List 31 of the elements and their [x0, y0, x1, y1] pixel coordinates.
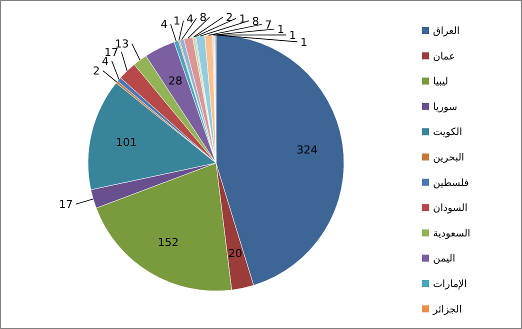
data-label: 8	[200, 11, 207, 24]
legend-label: الكويت	[433, 127, 462, 138]
data-label: 1	[300, 36, 308, 49]
data-label: 101	[116, 136, 137, 149]
legend-label: الجزائر	[432, 304, 462, 316]
data-label: 4	[102, 54, 109, 68]
data-label: 152	[158, 236, 179, 249]
data-label: 1	[277, 23, 284, 36]
legend-label: العراق	[433, 26, 460, 37]
data-label: 17	[58, 198, 73, 212]
data-label: 2	[226, 11, 233, 24]
legend-label: سوريا	[433, 102, 458, 113]
data-label: 324	[296, 143, 318, 156]
data-label: 8	[252, 14, 260, 28]
legend-label: فلسطين	[433, 178, 470, 189]
data-label: 4	[186, 12, 194, 26]
legend-label: السعودية	[433, 228, 470, 240]
data-label: 4	[160, 18, 168, 32]
legend-label: اليمن	[433, 254, 456, 265]
legend-label: عمان	[433, 51, 456, 62]
data-label: 2	[92, 64, 100, 78]
legend-label: البحرين	[433, 152, 464, 164]
data-label: 20	[228, 247, 242, 260]
data-label: 1	[173, 14, 180, 28]
data-label: 28	[168, 74, 182, 88]
data-label: 1	[239, 12, 246, 26]
legend-label: السودان	[433, 203, 468, 214]
data-label: 7	[264, 18, 272, 32]
legend-label: ليبيا	[433, 76, 448, 88]
data-label: 1	[289, 28, 296, 42]
legend-label: الإمارات	[433, 279, 467, 290]
